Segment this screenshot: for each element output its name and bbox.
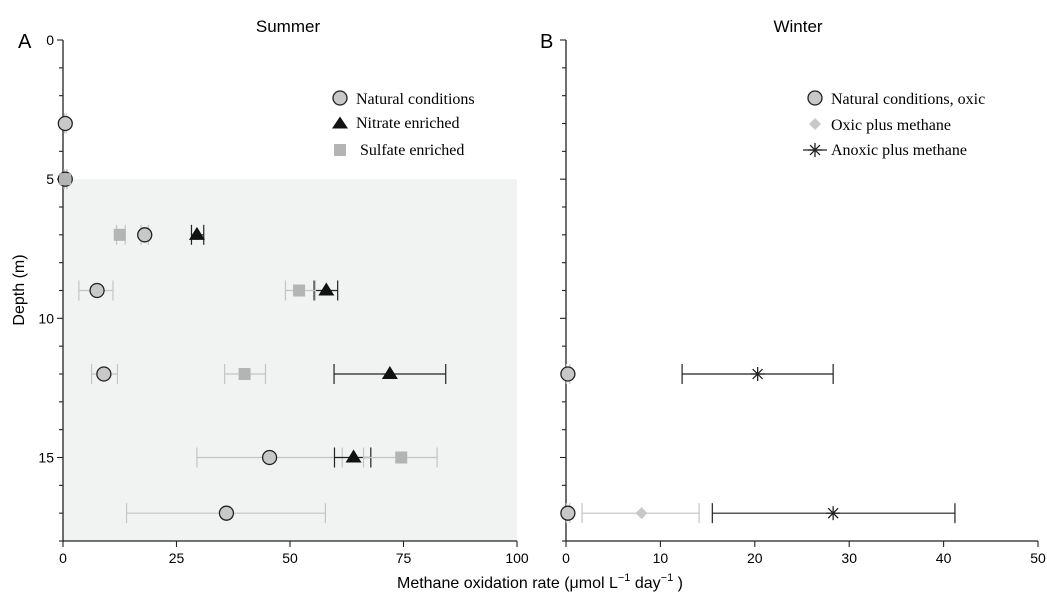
point-circle	[57, 115, 73, 132]
point-circle	[137, 227, 153, 243]
legend-marker-anoxic-methane	[803, 143, 827, 157]
y-tick-label-summer: 5	[46, 171, 54, 187]
point-triangle	[345, 449, 362, 463]
x-tick-label-summer: 50	[282, 550, 298, 566]
legend-label-anoxic-methane: Anoxic plus methane	[831, 142, 967, 159]
point-star	[826, 506, 841, 521]
legend-marker-nitrate	[332, 116, 348, 129]
panel-letter-a: A	[18, 31, 32, 53]
legend-label-natural: Natural conditions	[356, 91, 475, 108]
y-tick-label-summer: 0	[46, 32, 54, 48]
y-axis-label: Depth (m)	[11, 254, 28, 325]
legend-star-stroke	[809, 144, 821, 156]
point-circle	[261, 449, 278, 466]
legend-marker-natural-oxic	[807, 90, 823, 106]
x-tick-label-winter: 0	[562, 550, 570, 566]
point-square	[59, 173, 72, 186]
point-square	[395, 451, 408, 464]
axes-winter: 0 10 20 30 40 50	[560, 39, 1046, 566]
point-circle	[560, 505, 576, 521]
legend-marker-natural	[332, 90, 348, 106]
point-star	[750, 367, 765, 381]
panel-summer: A Summer 0 5 10 15 0 25 50 75 100 Natural condit…	[18, 17, 529, 566]
x-tick-label-summer: 25	[169, 550, 185, 566]
panel-title-summer: Summer	[256, 17, 321, 36]
axes-summer: 0 5 10 15 0 25 50 75 100	[38, 32, 528, 566]
point-circle	[89, 282, 105, 299]
x-tick-label-winter: 10	[653, 550, 669, 566]
point-circle	[560, 366, 576, 382]
legend-label-natural-oxic: Natural conditions, oxic	[831, 91, 985, 108]
panel-title-winter: Winter	[773, 17, 822, 36]
point-square	[113, 228, 126, 241]
shaded-depth-region	[63, 179, 517, 541]
x-tick-label-winter: 40	[936, 550, 952, 566]
point-diamond	[635, 507, 648, 520]
x-tick-label-summer: 100	[505, 550, 529, 566]
point-circle	[218, 505, 235, 521]
error-bars-winter	[565, 364, 956, 524]
x-tick-label-summer: 75	[396, 550, 412, 566]
panel-letter-b: B	[540, 31, 553, 53]
legend-summer: Natural conditions Nitrate enriched Sulf…	[332, 90, 475, 159]
markers-summer	[57, 115, 408, 521]
point-triangle	[381, 366, 398, 379]
legend-marker-sulfate	[334, 144, 346, 156]
point-triangle	[318, 282, 335, 296]
x-tick-label-winter: 50	[1030, 550, 1046, 566]
x-tick-label-winter: 30	[841, 550, 857, 566]
markers-winter	[560, 366, 841, 521]
point-circle	[96, 366, 112, 382]
y-tick-label-summer: 15	[38, 450, 54, 466]
x-tick-label-winter: 20	[747, 550, 763, 566]
panel-winter: B Winter 0 10 20 30 40 50 Natural conditions,…	[540, 17, 1046, 566]
point-triangle	[188, 226, 205, 240]
legend-label-oxic-methane: Oxic plus methane	[831, 117, 951, 134]
legend-marker-oxic-methane	[809, 118, 821, 130]
legend-label-sulfate: Sulfate enriched	[360, 142, 464, 159]
x-axis-label: Methane oxidation rate (μmol L−1 day−1 )	[397, 572, 683, 592]
legend-label-nitrate: Nitrate enriched	[356, 115, 460, 132]
point-square	[238, 368, 251, 380]
x-tick-label-summer: 0	[59, 550, 67, 566]
legend-winter: Natural conditions, oxic Oxic plus metha…	[803, 90, 985, 159]
point-square	[293, 284, 306, 297]
y-tick-label-summer: 10	[38, 310, 54, 326]
